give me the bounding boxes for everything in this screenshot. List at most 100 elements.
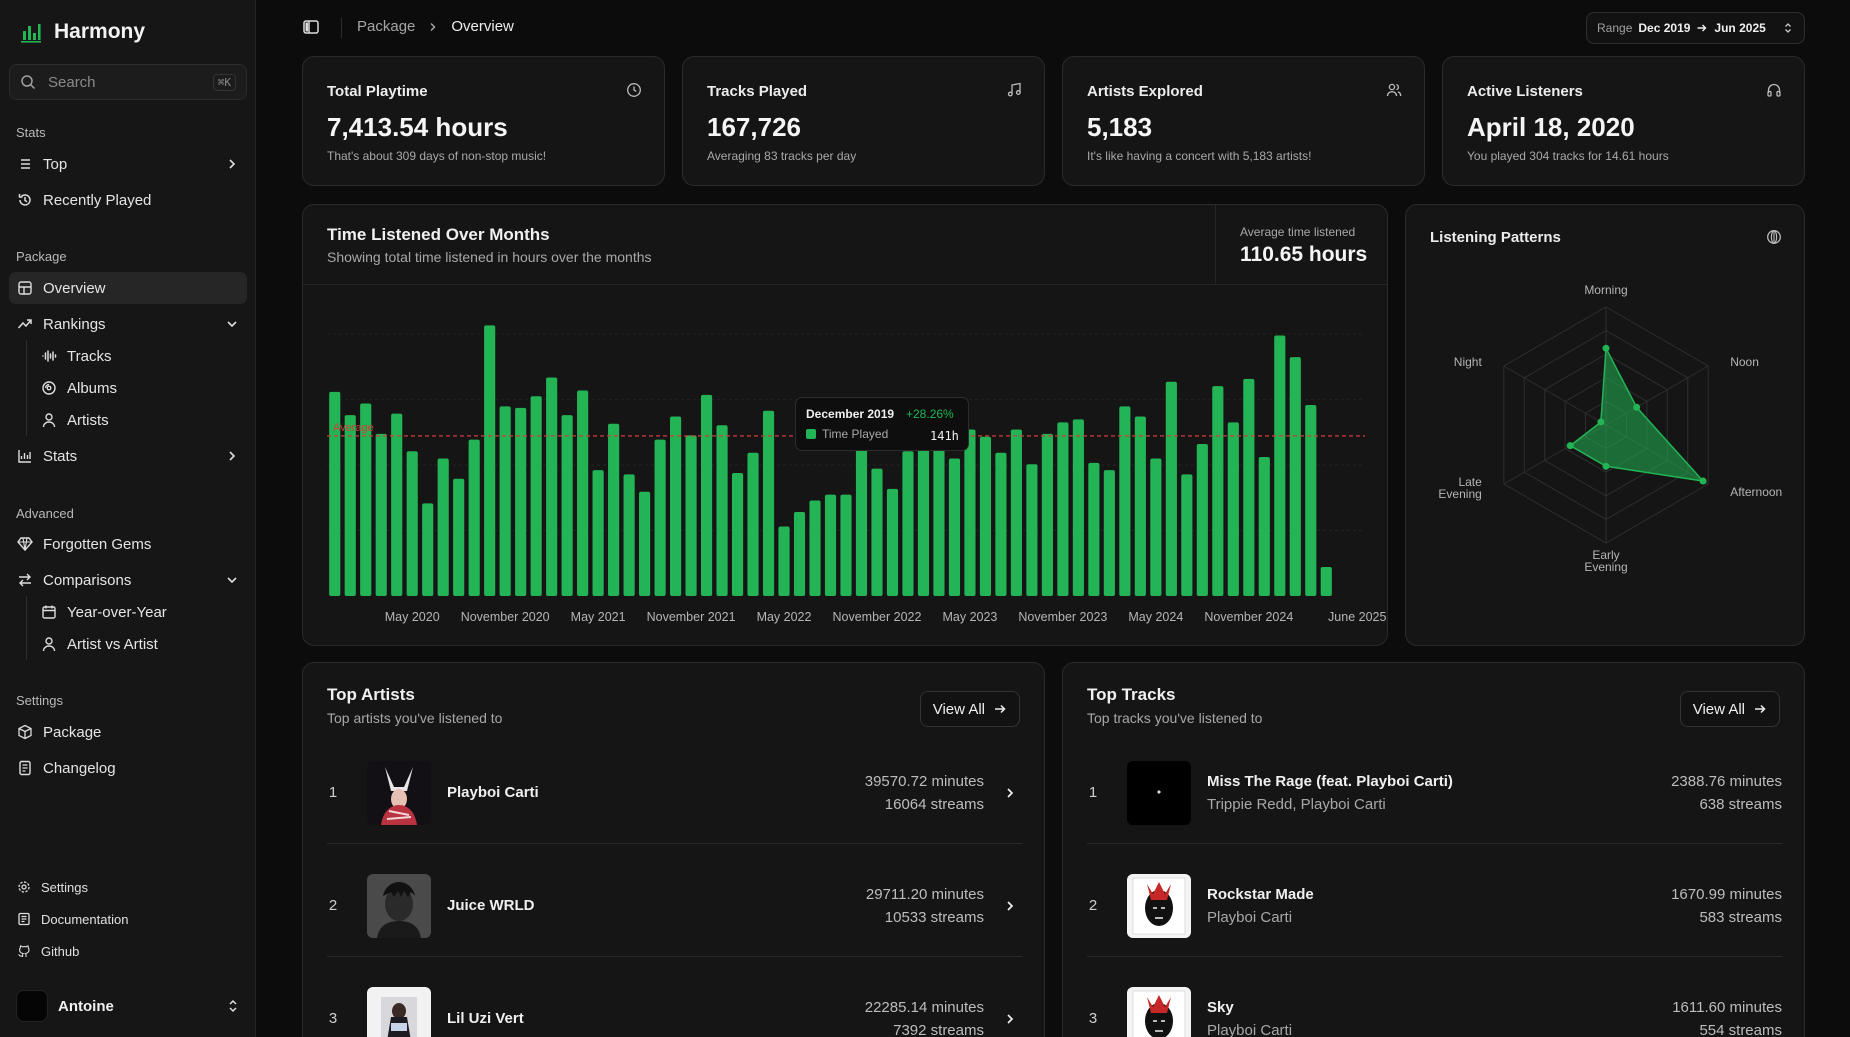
chart-bar[interactable] <box>685 435 697 596</box>
chevron-right-icon[interactable] <box>998 899 1022 913</box>
chart-bar[interactable] <box>1243 378 1255 596</box>
nav-forgotten-gems[interactable]: Forgotten Gems <box>9 528 247 560</box>
chart-bar[interactable] <box>670 416 682 596</box>
chart-bar[interactable] <box>917 412 930 596</box>
chart-bar[interactable] <box>1134 416 1146 596</box>
chart-bar[interactable] <box>716 425 728 596</box>
chart-bar[interactable] <box>809 500 821 596</box>
radar-point[interactable] <box>1633 403 1641 411</box>
chart-bar[interactable] <box>1010 429 1022 596</box>
nav-rankings[interactable]: Rankings <box>9 308 247 340</box>
chart-bar[interactable] <box>1196 444 1208 596</box>
chart-bar[interactable] <box>1212 386 1224 596</box>
chart-bar[interactable] <box>964 429 976 596</box>
chart-bar[interactable] <box>700 394 713 596</box>
chart-bar[interactable] <box>995 452 1007 596</box>
chart-bar[interactable] <box>1072 419 1084 596</box>
track-row[interactable]: 3 Sky Playboi Carti 1611.60 minutes 554 … <box>1087 962 1782 1037</box>
chart-bar[interactable] <box>530 396 542 596</box>
range-selector[interactable]: Range Dec 2019 Jun 2025 <box>1586 12 1805 44</box>
chart-bar[interactable] <box>422 503 434 596</box>
nav-overview[interactable]: Overview <box>9 272 247 304</box>
chart-bar[interactable] <box>1119 406 1131 596</box>
sidebar-toggle-icon[interactable] <box>302 18 320 39</box>
chart-bar[interactable] <box>855 439 868 596</box>
chart-bar[interactable] <box>344 415 356 596</box>
artist-row[interactable]: 3 Lil Uzi Vert 22285.14 minutes 7392 str… <box>327 962 1022 1037</box>
artist-row[interactable]: 2 Juice WRLD 29711.20 minutes 10533 stre… <box>327 849 1022 962</box>
chart-bar[interactable] <box>1041 433 1053 596</box>
chart-bar[interactable] <box>979 436 992 596</box>
chart-bar[interactable] <box>1320 567 1332 596</box>
top-artists-view-all-button[interactable]: View All <box>919 691 1020 727</box>
chart-bar[interactable] <box>1150 458 1162 597</box>
chart-bar[interactable] <box>1289 357 1301 596</box>
radar-point[interactable] <box>1602 344 1610 352</box>
chart-bar[interactable] <box>1165 381 1177 596</box>
chart-bar[interactable] <box>391 413 403 596</box>
chart-bar[interactable] <box>484 325 496 596</box>
chart-bar[interactable] <box>840 494 852 596</box>
chart-bar[interactable] <box>824 494 837 596</box>
nav-top[interactable]: Top <box>9 148 247 180</box>
radar-point[interactable] <box>1699 477 1707 485</box>
chart-bar[interactable] <box>948 458 961 597</box>
nav-rankings-artists[interactable]: Artists <box>41 406 109 434</box>
chevron-right-icon[interactable] <box>998 786 1022 800</box>
footer-documentation[interactable]: Documentation <box>17 907 128 931</box>
user-menu[interactable]: Antoine <box>16 990 240 1022</box>
chart-bar[interactable] <box>1274 335 1286 596</box>
chart-bar[interactable] <box>453 478 465 596</box>
chart-bar[interactable] <box>886 488 899 596</box>
chart-bar[interactable] <box>1088 462 1100 596</box>
chart-bar[interactable] <box>360 403 372 597</box>
chart-bar[interactable] <box>577 390 589 596</box>
chart-bar[interactable] <box>747 452 759 596</box>
nav-stats[interactable]: Stats <box>9 440 247 472</box>
chart-bar[interactable] <box>902 451 914 596</box>
nav-comparisons[interactable]: Comparisons <box>9 564 247 596</box>
chart-bar[interactable] <box>623 474 635 596</box>
chart-bar[interactable] <box>639 491 651 596</box>
artist-row[interactable]: 1 Playboi Carti 39570.72 minutes 16064 s… <box>327 736 1022 849</box>
chart-bar[interactable] <box>546 377 558 596</box>
chart-bar[interactable] <box>1305 404 1317 596</box>
breadcrumb-package[interactable]: Package <box>357 18 416 35</box>
chart-bar[interactable] <box>561 415 573 596</box>
chart-bar[interactable] <box>406 451 418 596</box>
nav-artist-vs-artist[interactable]: Artist vs Artist <box>41 630 158 658</box>
chart-bar[interactable] <box>1181 474 1193 596</box>
radar-point[interactable] <box>1566 442 1574 450</box>
track-row[interactable]: 1 Miss The Rage (feat. Playboi Carti) Tr… <box>1087 736 1782 849</box>
nav-rankings-tracks[interactable]: Tracks <box>41 342 111 370</box>
brand[interactable]: Harmony <box>20 18 145 46</box>
chart-bar[interactable] <box>1258 457 1270 596</box>
nav-rankings-albums[interactable]: Albums <box>41 374 117 402</box>
nav-changelog[interactable]: Changelog <box>9 752 247 784</box>
chart-bar[interactable] <box>793 512 806 596</box>
nav-recently-played[interactable]: Recently Played <box>9 184 247 216</box>
chart-bar[interactable] <box>1103 470 1115 596</box>
chart-bar[interactable] <box>933 413 945 596</box>
nav-year-over-year[interactable]: Year-over-Year <box>41 598 167 626</box>
chart-bar[interactable] <box>375 433 387 596</box>
chart-bar[interactable] <box>608 423 620 596</box>
radar-chart[interactable]: MorningNoonAfternoonEarlyEveningLateEven… <box>1406 267 1806 627</box>
chart-bar[interactable] <box>592 470 604 596</box>
bar-chart[interactable]: Average May 2020 November 2020 May 2021 Nove… <box>303 285 1389 647</box>
chart-bar[interactable] <box>468 439 480 596</box>
chevron-right-icon[interactable] <box>998 1012 1022 1026</box>
chart-bar[interactable] <box>329 391 341 596</box>
search-input[interactable]: Search ⌘K <box>9 64 247 100</box>
chart-bar[interactable] <box>654 439 666 596</box>
chart-bar[interactable] <box>1057 422 1069 596</box>
radar-point[interactable] <box>1602 462 1610 470</box>
chart-bar[interactable] <box>778 526 790 596</box>
nav-package[interactable]: Package <box>9 716 247 748</box>
footer-github[interactable]: Github <box>17 939 79 963</box>
chart-bar[interactable] <box>499 406 511 596</box>
track-row[interactable]: 2 Rockstar Made Playboi Carti 1670.99 mi… <box>1087 849 1782 962</box>
chart-bar[interactable] <box>515 407 527 596</box>
chart-bar[interactable] <box>871 468 883 596</box>
chart-bar[interactable] <box>731 472 744 596</box>
